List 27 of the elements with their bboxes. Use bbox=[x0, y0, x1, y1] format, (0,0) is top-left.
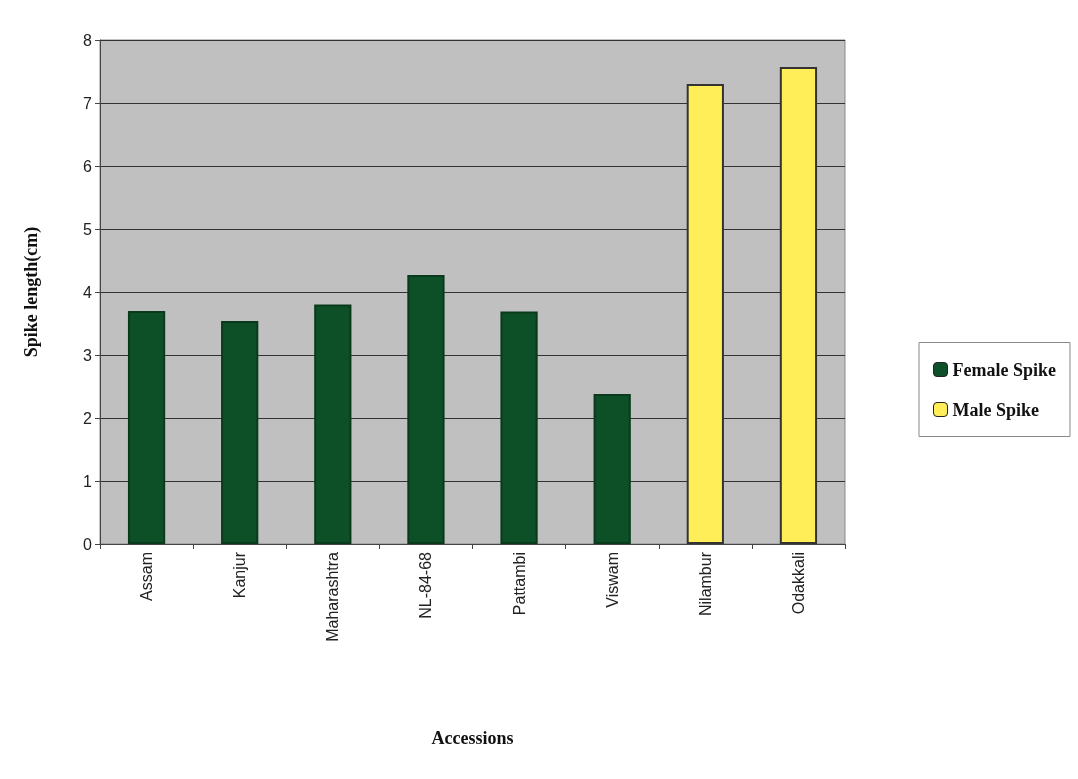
bar bbox=[500, 311, 538, 544]
bar bbox=[221, 320, 259, 544]
legend-label: Male Spike bbox=[952, 399, 1040, 420]
x-axis-title: Accessions bbox=[431, 728, 514, 748]
y-tick-label: 0 bbox=[83, 535, 93, 553]
y-tick-label: 4 bbox=[83, 283, 93, 301]
x-tick-label: NL-84-68 bbox=[417, 551, 435, 619]
y-tick-label: 1 bbox=[83, 472, 93, 490]
y-tick-label: 6 bbox=[83, 157, 93, 175]
x-tick-label: Odakkali bbox=[789, 552, 807, 615]
x-tick-label: Pattambi bbox=[510, 552, 528, 616]
y-tick-label: 8 bbox=[83, 31, 93, 49]
bar bbox=[127, 310, 166, 544]
y-tick-label: 2 bbox=[83, 409, 93, 427]
x-tick-label: Nilambur bbox=[696, 551, 714, 617]
bar bbox=[593, 394, 631, 544]
bar bbox=[407, 274, 445, 544]
bar bbox=[314, 304, 352, 544]
x-tick-label: Viswam bbox=[603, 552, 621, 608]
x-tick-label: Maharashtra bbox=[324, 551, 342, 642]
y-tick-label: 7 bbox=[83, 94, 93, 112]
x-tick-label: Kanjur bbox=[231, 551, 249, 599]
y-tick-label: 5 bbox=[83, 220, 93, 238]
y-tick-label: 3 bbox=[83, 346, 93, 364]
x-tick-label: Assam bbox=[138, 552, 156, 601]
legend-label: Female Spike bbox=[952, 359, 1057, 380]
y-axis-title: Spike length(cm) bbox=[21, 226, 42, 358]
